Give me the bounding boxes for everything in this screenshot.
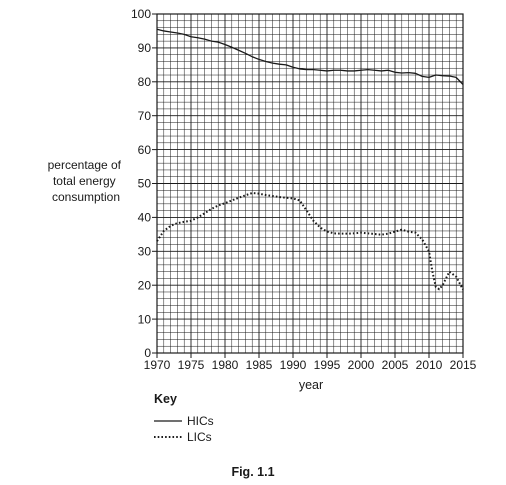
series-line-hics bbox=[156, 28, 464, 85]
y-tick-label: 20 bbox=[138, 278, 152, 292]
x-tick-label: 1970 bbox=[144, 358, 171, 372]
legend-hics-label: HICs bbox=[187, 414, 214, 428]
y-tick-label: 0 bbox=[144, 346, 151, 360]
legend-lics-label: LICs bbox=[187, 430, 212, 444]
y-tick-label: 80 bbox=[138, 75, 152, 89]
y-axis-label: percentage of total energy consumption bbox=[48, 158, 125, 204]
tick-labels: 0 10 20 30 40 50 60 70 80 90 100 1970 1975 1980 1985 19… bbox=[131, 7, 477, 372]
y-tick-label: 100 bbox=[131, 7, 151, 21]
y-tick-label: 60 bbox=[138, 143, 152, 157]
x-tick-label: 2000 bbox=[348, 358, 375, 372]
y-tick-label: 50 bbox=[138, 177, 152, 191]
y-tick-label: 70 bbox=[138, 109, 152, 123]
chart-axes bbox=[152, 13, 464, 358]
legend-title: Key bbox=[154, 392, 177, 406]
y-tick-label: 30 bbox=[138, 245, 152, 259]
series-line-lics bbox=[156, 191, 464, 291]
chart-grid bbox=[156, 13, 464, 354]
x-tick-label: 2010 bbox=[416, 358, 443, 372]
x-tick-label: 2015 bbox=[450, 358, 477, 372]
x-tick-label: 1985 bbox=[246, 358, 273, 372]
x-tick-label: 2005 bbox=[382, 358, 409, 372]
y-tick-label: 40 bbox=[138, 211, 152, 225]
figure-caption: Fig. 1.1 bbox=[231, 465, 274, 479]
x-tick-label: 1975 bbox=[178, 358, 205, 372]
x-tick-label: 1990 bbox=[280, 358, 307, 372]
x-axis-label: year bbox=[299, 378, 323, 392]
x-tick-label: 1995 bbox=[314, 358, 341, 372]
legend: Key HICs LICs bbox=[154, 392, 214, 444]
x-tick-label: 1980 bbox=[212, 358, 239, 372]
y-tick-label: 10 bbox=[138, 312, 152, 326]
chart-series bbox=[156, 28, 464, 291]
y-tick-label: 90 bbox=[138, 41, 152, 55]
